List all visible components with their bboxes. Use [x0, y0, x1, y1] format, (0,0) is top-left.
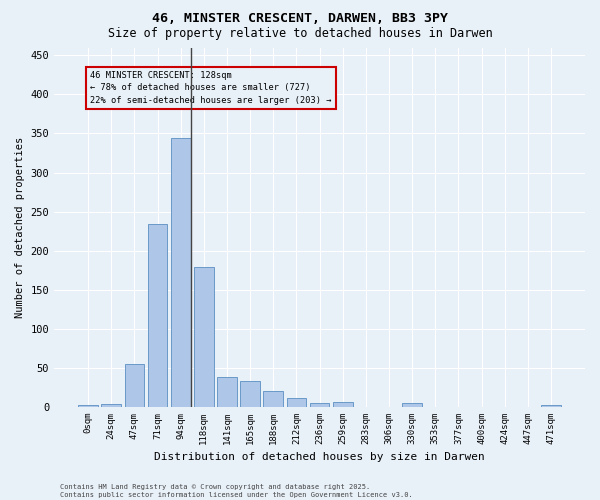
Bar [287, 398, 306, 407]
Text: 46, MINSTER CRESCENT, DARWEN, BB3 3PY: 46, MINSTER CRESCENT, DARWEN, BB3 3PY [152, 12, 448, 26]
Bar [101, 404, 121, 407]
Bar [241, 382, 260, 407]
Bar [78, 404, 98, 407]
Bar [148, 224, 167, 407]
Text: 46 MINSTER CRESCENT: 128sqm
← 78% of detached houses are smaller (727)
22% of se: 46 MINSTER CRESCENT: 128sqm ← 78% of det… [90, 71, 331, 105]
Bar [125, 364, 144, 407]
Bar [310, 403, 329, 407]
Text: Contains public sector information licensed under the Open Government Licence v3: Contains public sector information licen… [60, 492, 413, 498]
Bar [333, 402, 353, 407]
Bar [541, 404, 561, 407]
Text: Size of property relative to detached houses in Darwen: Size of property relative to detached ho… [107, 28, 493, 40]
Bar [194, 267, 214, 407]
Bar [217, 378, 237, 407]
Text: Contains HM Land Registry data © Crown copyright and database right 2025.: Contains HM Land Registry data © Crown c… [60, 484, 370, 490]
Y-axis label: Number of detached properties: Number of detached properties [15, 136, 25, 318]
X-axis label: Distribution of detached houses by size in Darwen: Distribution of detached houses by size … [154, 452, 485, 462]
Bar [403, 403, 422, 407]
Bar [171, 138, 191, 407]
Bar [263, 392, 283, 407]
